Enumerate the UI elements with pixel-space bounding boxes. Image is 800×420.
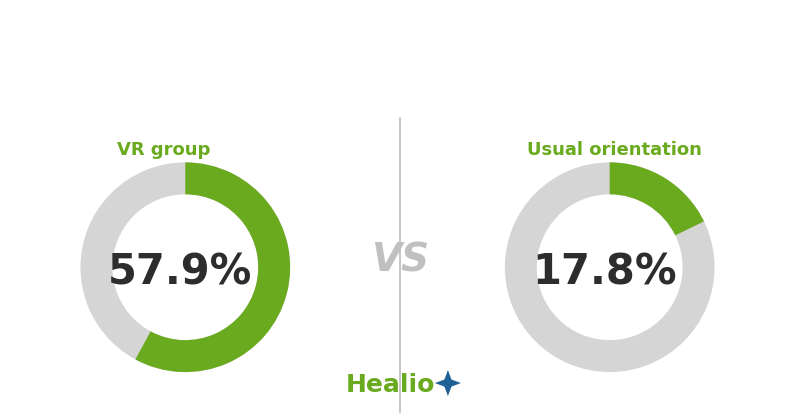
Text: 17.8%: 17.8%	[532, 251, 677, 293]
Wedge shape	[135, 163, 290, 372]
Text: Nurses who correctly identified respiratory distress: Nurses who correctly identified respirat…	[126, 29, 674, 48]
Text: in pediatric patients at 6 months after training:: in pediatric patients at 6 months after …	[148, 68, 652, 87]
Text: 57.9%: 57.9%	[108, 251, 253, 293]
Wedge shape	[81, 163, 290, 372]
Text: VR group: VR group	[117, 142, 210, 160]
Text: VS: VS	[371, 241, 429, 279]
Polygon shape	[435, 370, 461, 396]
Text: Usual orientation: Usual orientation	[527, 142, 702, 160]
Wedge shape	[610, 163, 704, 235]
Text: Healio: Healio	[346, 373, 434, 397]
Wedge shape	[505, 163, 714, 372]
